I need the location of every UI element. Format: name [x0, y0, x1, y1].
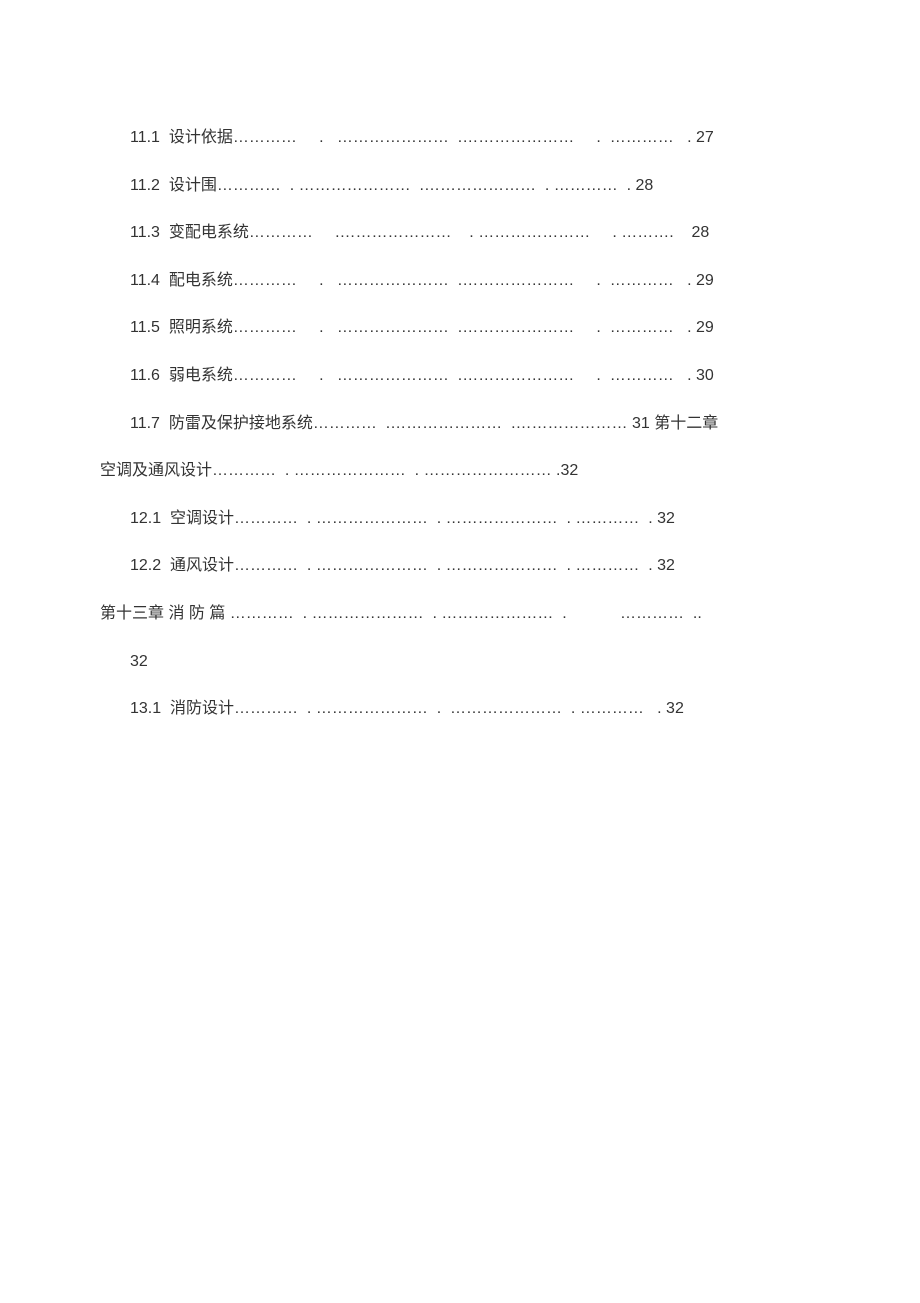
toc-entry-0: 11.1 设计依据………… . ………………… .………………… . ………… …	[100, 125, 820, 151]
toc-entry-13: 13.1 消防设计………… . ………………… . ………………… . ……………	[100, 696, 820, 722]
toc-entry-4: 11.5 照明系统………… . ………………… .………………… . ………… …	[100, 315, 820, 341]
toc-entry-9: 12.2 通风设计………… . ………………… . ………………… . ……………	[100, 553, 820, 579]
toc-entry-5: 11.6 弱电系统………… . ………………… .………………… . ………… …	[100, 363, 820, 389]
toc-entry-10: 第十三章 消 防 篇 ………… . ………………… . ………………… . ………	[100, 601, 820, 627]
toc-entry-1: 11.2 设计围………… . ………………… .………………… . ………… .…	[100, 173, 820, 199]
toc-entry-3: 11.4 配电系统………… . ………………… .………………… . ………… …	[100, 268, 820, 294]
toc-container: 11.1 设计依据………… . ………………… .………………… . ………… …	[100, 125, 820, 722]
toc-entry-11: 32	[100, 649, 820, 675]
toc-entry-8: 12.1 空调设计………… . ………………… . ………………… . ……………	[100, 506, 820, 532]
toc-entry-2: 11.3 变配电系统………… .………………… . ………………… . ……….…	[100, 220, 820, 246]
toc-entry-6: 11.7 防雷及保护接地系统………… .………………… .………………… 31 …	[100, 411, 820, 437]
toc-entry-7: 空调及通风设计………… . ………………… . …………………… .32	[100, 458, 820, 484]
